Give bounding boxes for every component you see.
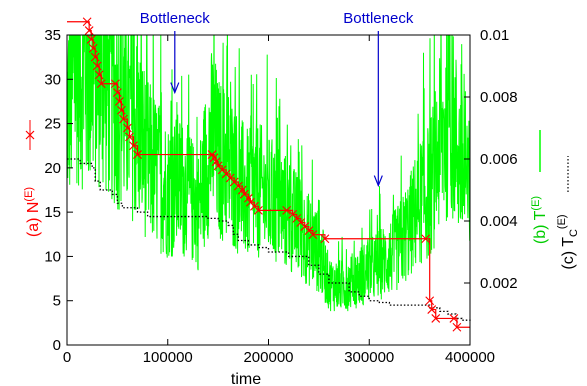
y-right-tick-label-1: 0.004 — [480, 213, 518, 230]
count-marker-8 — [96, 79, 106, 89]
ticks: 0 100000 200000 300000 400000 0 5 10 15 20 25 30 35 0… — [44, 27, 517, 366]
count-line — [67, 21, 470, 328]
annotations: Bottleneck Bottleneck — [140, 10, 414, 188]
count-marker-15 — [125, 132, 134, 142]
annotation-arrowhead-1 — [373, 175, 383, 188]
temperature-series — [67, 35, 470, 312]
count-marker-10 — [112, 88, 122, 97]
count-marker-33 — [282, 205, 292, 215]
x-axis-title: time — [231, 371, 261, 386]
count-marker-17 — [133, 150, 142, 159]
count-marker-46 — [452, 322, 462, 332]
y-right-tick-label-4: 0.01 — [480, 27, 509, 44]
count-series — [67, 17, 470, 332]
y-label-b: (b) T(E) — [530, 196, 549, 244]
count-marker-43 — [427, 305, 437, 314]
temperature-line — [67, 35, 470, 312]
count-marker-41 — [421, 234, 431, 244]
y-left-tick-label-7: 35 — [44, 27, 61, 44]
x-tick-label-0: 0 — [63, 349, 71, 366]
count-marker-16 — [129, 141, 138, 151]
count-marker-32 — [254, 205, 263, 215]
count-marker-1 — [82, 17, 92, 27]
y-label-a: (a) N(E) — [23, 187, 42, 237]
count-marker-45 — [449, 314, 459, 323]
count-marker-14 — [123, 123, 132, 133]
count-marker-2 — [84, 26, 94, 35]
count-marker-4 — [88, 43, 98, 53]
x-tick-label-2: 200000 — [243, 349, 293, 366]
y-left-tick-label-6: 30 — [44, 71, 61, 88]
y-label-a-key — [25, 120, 35, 150]
count-marker-39 — [308, 230, 318, 240]
y-left-tick-label-0: 0 — [53, 337, 61, 354]
y-right-tick-label-0: 0.002 — [480, 275, 518, 292]
x-tick-label-4: 400000 — [445, 349, 495, 366]
count-marker-13 — [119, 114, 128, 124]
count-marker-40 — [320, 234, 330, 244]
y-left-tick-label-2: 10 — [44, 248, 61, 265]
annotation-label-1: Bottleneck — [343, 10, 414, 27]
count-marker-7 — [94, 70, 104, 80]
count-marker-9 — [110, 79, 120, 89]
count-marker-3 — [86, 35, 96, 44]
y-label-c: (c) TC(E) — [556, 214, 580, 269]
count-marker-6 — [92, 61, 102, 71]
y-left-tick-label-5: 25 — [44, 116, 61, 133]
x-tick-label-3: 300000 — [344, 349, 394, 366]
count-marker-44 — [431, 314, 441, 323]
y-left-tick-label-1: 5 — [53, 293, 61, 310]
count-marker-12 — [117, 105, 126, 115]
x-tick-label-1: 100000 — [143, 349, 193, 366]
y-right-tick-label-2: 0.006 — [480, 151, 518, 168]
count-marker-11 — [115, 97, 124, 106]
count-marker-42 — [425, 296, 435, 306]
y-left-tick-label-4: 20 — [44, 160, 61, 177]
y-left-tick-label-3: 15 — [44, 204, 61, 221]
annotation-arrowhead-0 — [170, 82, 180, 95]
y-right-tick-label-3: 0.008 — [480, 89, 518, 106]
annotation-label-0: Bottleneck — [140, 10, 211, 27]
count-marker-5 — [90, 52, 100, 62]
